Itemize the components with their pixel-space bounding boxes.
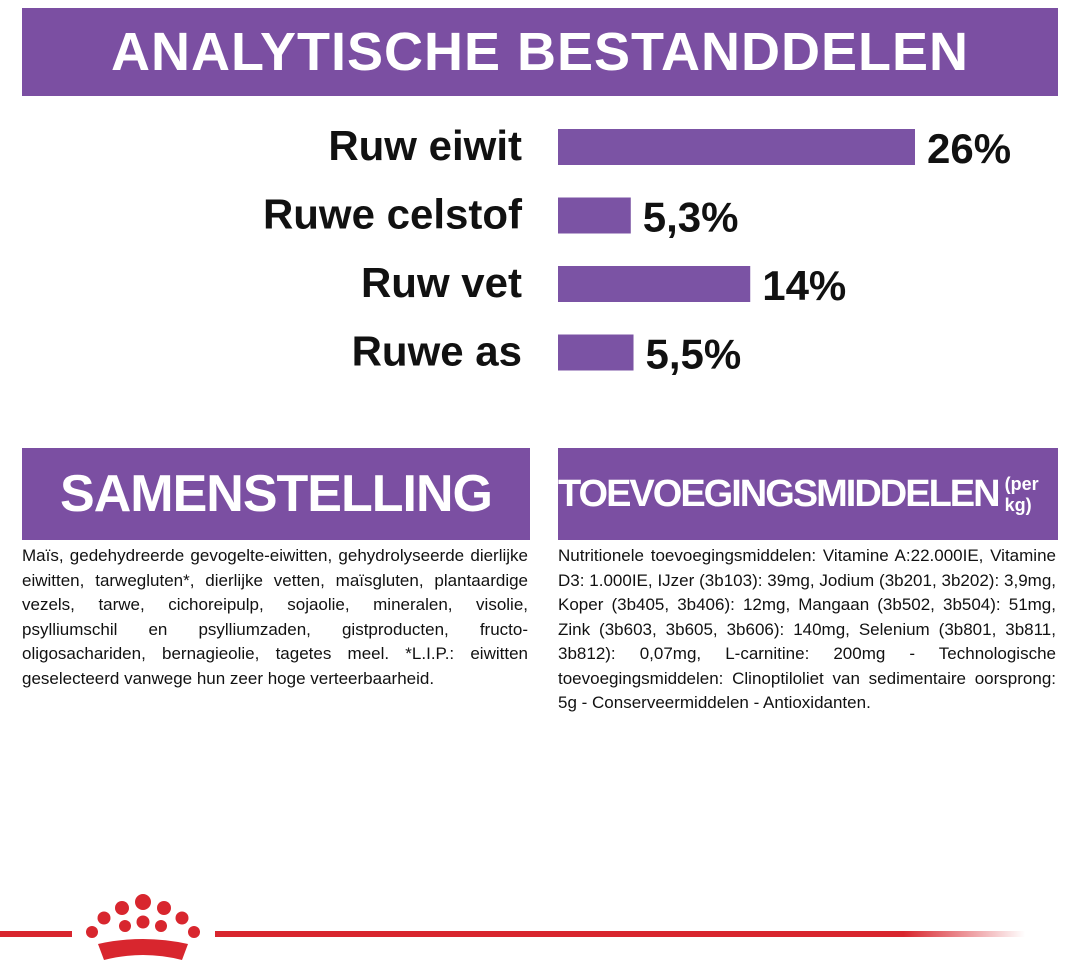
bar	[558, 129, 915, 165]
chart-title: ANALYTISCHE BESTANDDELEN	[22, 8, 1058, 96]
category-label: Ruwe as	[352, 328, 522, 375]
bar	[558, 266, 751, 302]
section-title: SAMENSTELLING	[22, 448, 530, 540]
value-label: 26%	[927, 125, 1011, 172]
bar	[558, 334, 634, 371]
category-label: Ruwe celstof	[263, 191, 523, 238]
section-title-suffix: (per kg)	[1004, 474, 1039, 515]
chart: Ruw eiwit 26% Ruwe celstof 5,3% Ruw vet 14% Ru…	[263, 122, 1011, 378]
crown	[86, 894, 200, 960]
section-title: TOEVOEGINGSMIDDELEN	[558, 472, 1001, 515]
section-text: Nutritionele toevoegingsmiddelen: Vitami…	[558, 546, 1056, 712]
value-label: 14%	[762, 262, 846, 309]
bar	[558, 197, 631, 234]
footer-logo	[0, 894, 1025, 960]
red-line	[215, 931, 1025, 937]
red-line	[0, 931, 72, 937]
section-text: Maïs, gedehydreerde gevogelte-eiwitten, …	[22, 546, 528, 688]
category-label: Ruw eiwit	[328, 122, 522, 169]
section-header: TOEVOEGINGSMIDDELEN (per kg)	[558, 448, 1058, 540]
value-label: 5,5%	[646, 331, 742, 378]
value-label: 5,3%	[643, 194, 739, 241]
category-label: Ruw vet	[361, 259, 522, 306]
